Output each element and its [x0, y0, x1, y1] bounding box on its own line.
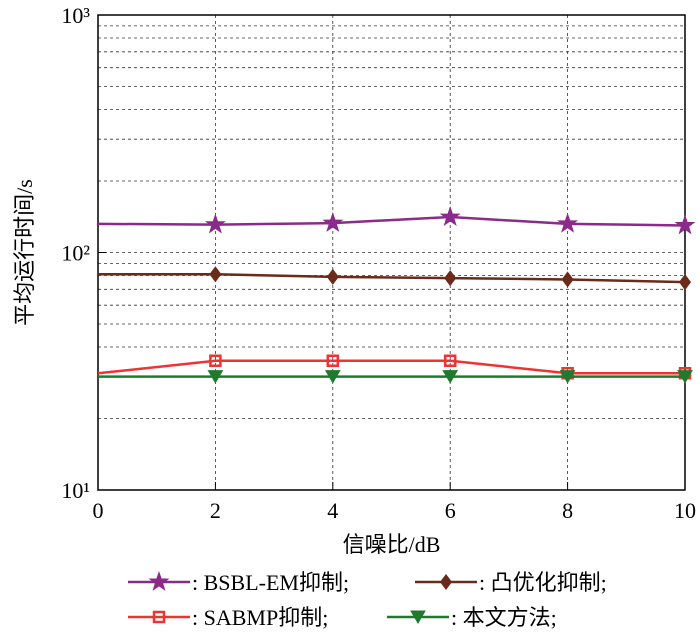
- plot-frame: [97, 14, 686, 491]
- marker: [557, 212, 579, 233]
- marker: [442, 370, 459, 384]
- x-tick-label: 2: [210, 498, 221, 523]
- marker: [204, 213, 226, 234]
- marker: [209, 354, 222, 368]
- marker: [152, 610, 166, 624]
- x-tick-label: 10: [674, 498, 696, 523]
- marker: [207, 370, 224, 384]
- series-line: [98, 272, 686, 284]
- x-tick-label: 8: [562, 498, 573, 523]
- x-tick-label: 4: [327, 498, 338, 523]
- marker: [322, 212, 344, 232]
- marker: [674, 214, 696, 235]
- marker: [326, 354, 340, 368]
- marker: [439, 573, 453, 591]
- marker: [444, 270, 457, 287]
- x-tick-label: 0: [93, 498, 104, 523]
- marker: [443, 354, 457, 368]
- marker: [561, 271, 574, 288]
- marker: [410, 610, 426, 624]
- legend-label: : SABMP抑制;: [192, 605, 328, 630]
- legend-label: : 本文方法;: [451, 605, 557, 630]
- series-line: [97, 359, 685, 375]
- x-tick-label: 6: [445, 498, 456, 523]
- marker: [559, 370, 576, 384]
- y-tick-label: 10²: [61, 241, 90, 266]
- marker: [324, 370, 341, 384]
- y-axis-label: 平均运行时间/s: [12, 179, 37, 326]
- marker: [209, 266, 222, 283]
- marker: [326, 268, 339, 285]
- y-tick-label: 10³: [61, 3, 90, 28]
- legend-label: : 凸优化抑制;: [479, 570, 607, 595]
- marker: [677, 370, 693, 384]
- marker: [439, 206, 461, 226]
- marker: [678, 274, 692, 291]
- y-tick-label: 10¹: [61, 478, 90, 503]
- legend-label: : BSBL-EM抑制;: [192, 570, 349, 595]
- marker: [148, 570, 170, 591]
- x-axis-label: 信噪比/dB: [343, 532, 441, 557]
- series-line: [97, 215, 686, 227]
